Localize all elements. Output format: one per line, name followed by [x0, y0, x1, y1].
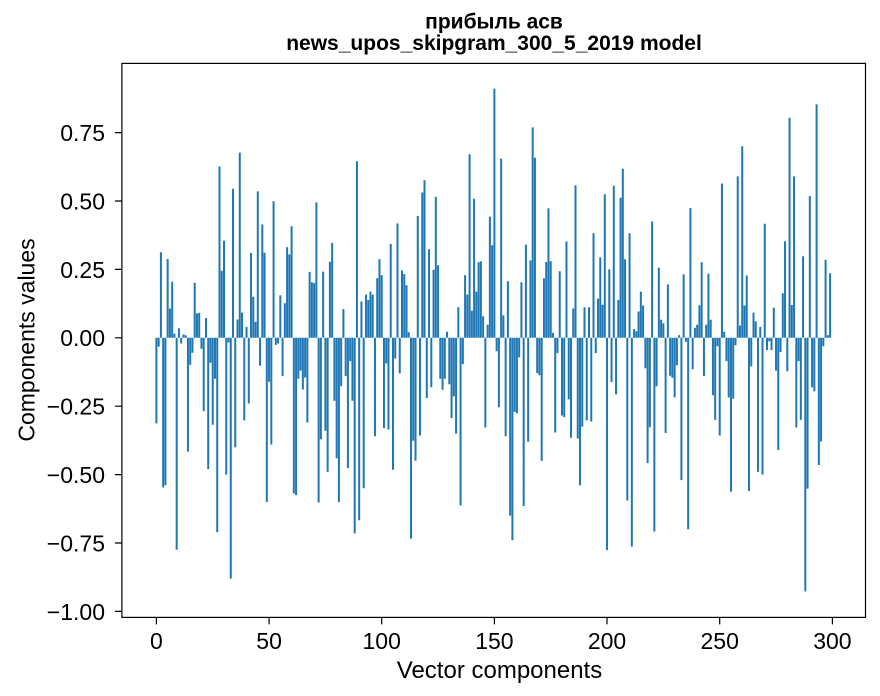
svg-text:300: 300 — [813, 628, 851, 654]
svg-text:−1.00: −1.00 — [47, 599, 105, 625]
svg-text:0.25: 0.25 — [60, 257, 105, 283]
svg-text:Components values: Components values — [14, 238, 40, 441]
svg-text:0: 0 — [150, 628, 163, 654]
svg-text:50: 50 — [256, 628, 282, 654]
svg-text:−0.50: −0.50 — [47, 462, 105, 488]
svg-text:−0.75: −0.75 — [47, 530, 105, 556]
svg-text:0.50: 0.50 — [60, 188, 105, 214]
svg-text:news_upos_skipgram_300_5_2019: news_upos_skipgram_300_5_2019 model — [286, 32, 702, 55]
svg-text:0.75: 0.75 — [60, 120, 105, 146]
svg-text:прибыль асв: прибыль асв — [425, 11, 563, 34]
svg-text:250: 250 — [701, 628, 739, 654]
svg-text:200: 200 — [588, 628, 626, 654]
svg-text:100: 100 — [363, 628, 401, 654]
svg-text:0.00: 0.00 — [60, 325, 105, 351]
svg-text:−0.25: −0.25 — [47, 394, 105, 420]
svg-text:150: 150 — [475, 628, 513, 654]
svg-text:Vector components: Vector components — [397, 657, 602, 684]
